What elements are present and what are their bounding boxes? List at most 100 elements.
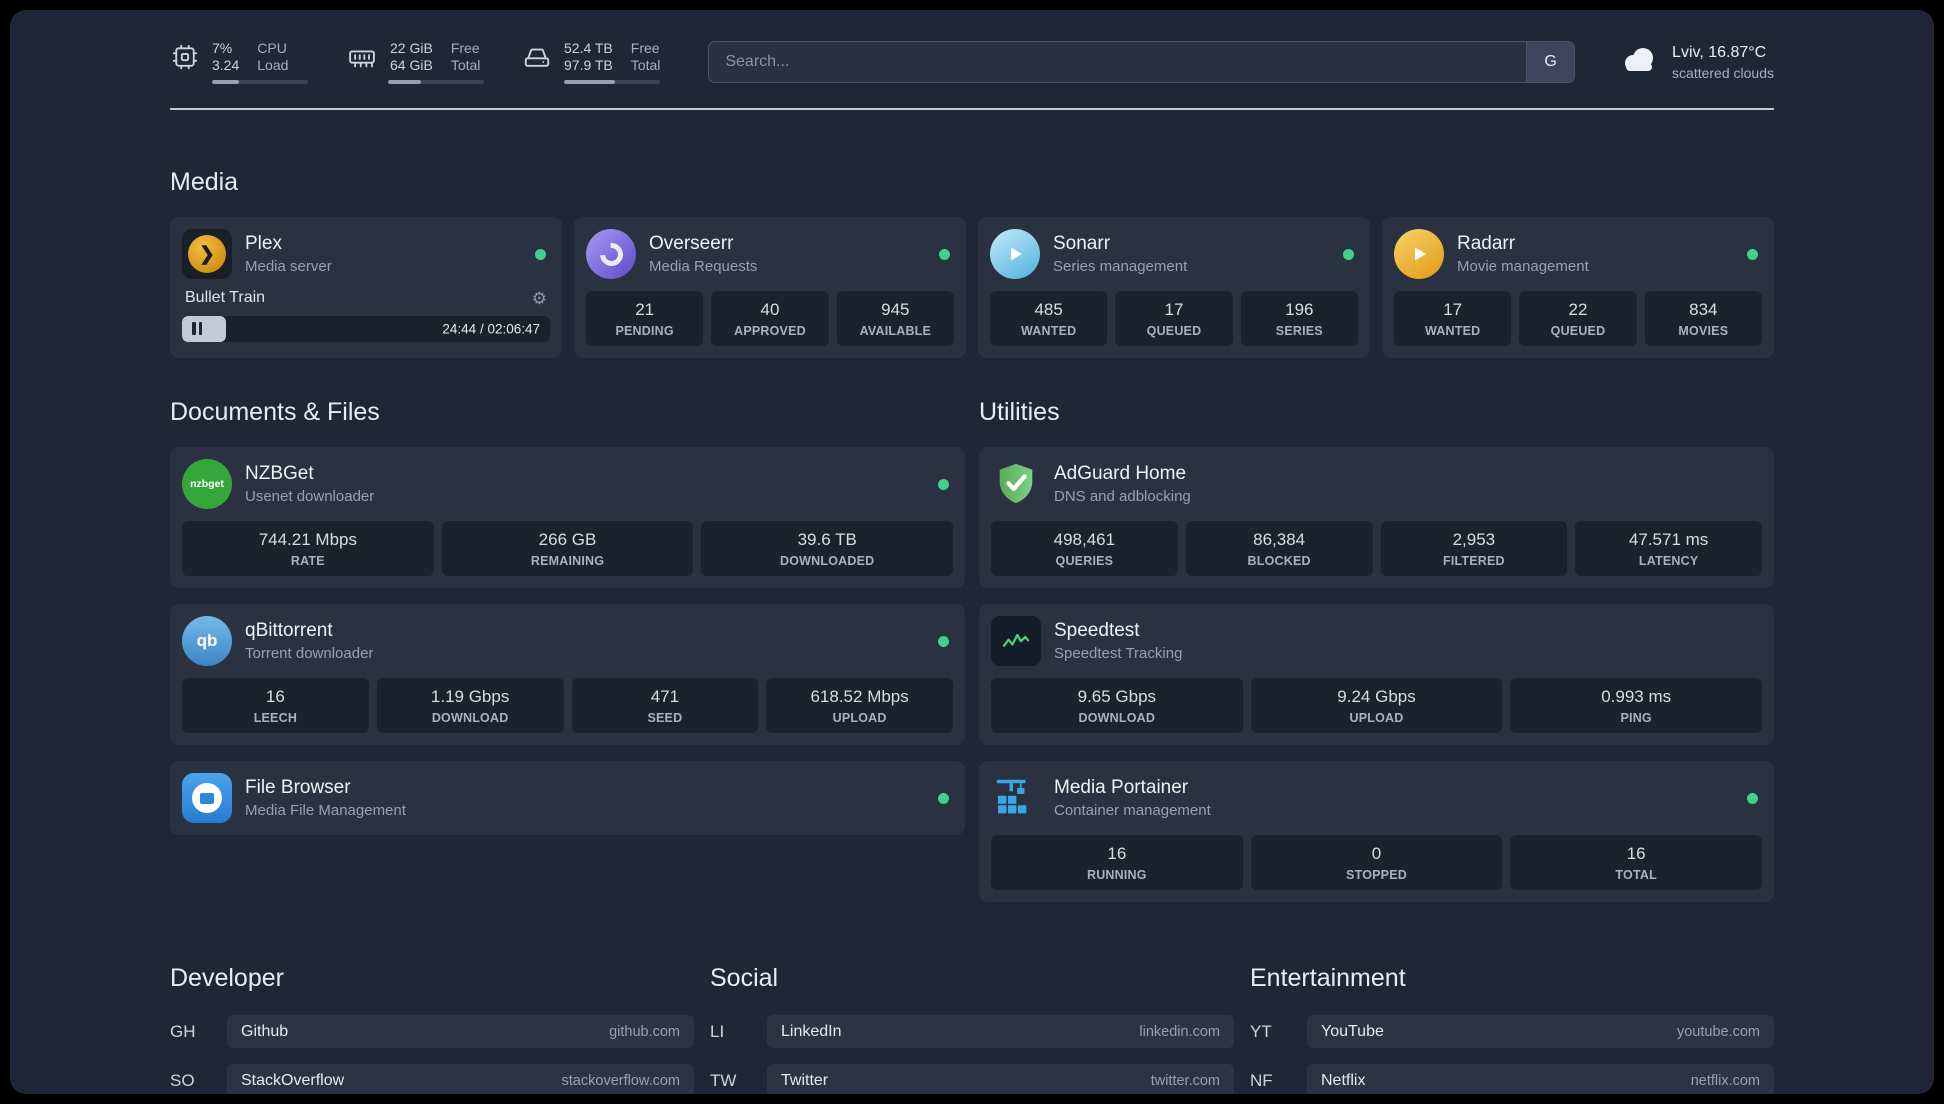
speedtest-card[interactable]: Speedtest Speedtest Tracking 9.65 Gbps D… [979,604,1774,745]
gear-icon[interactable]: ⚙ [531,288,547,308]
adguard-stat-latency: 47.571 ms LATENCY [1575,521,1762,576]
bookmark-netflix[interactable]: Netflix netflix.com [1307,1064,1774,1094]
radarr-icon [1394,229,1444,279]
adguard-stat-blocked: 86,384 BLOCKED [1185,521,1373,576]
bookmark-row: GH Github github.com [170,1015,694,1048]
developer-section-title: Developer [170,964,284,992]
disk-label-1: Free [630,40,660,56]
nzbget-stat-rate: 744.21 Mbps RATE [182,521,434,576]
disk-monitor: 52.4 TB 97.9 TB Free Total [522,40,660,84]
weather-location: Lviv, 16.87°C [1672,43,1767,61]
plex-playback-time: 24:44 / 02:06:47 [442,321,540,337]
qbittorrent-stat-leech: 16 LEECH [182,678,369,733]
memory-label-2: Total [450,57,481,73]
sonarr-stat-queued: 17 QUEUED [1115,291,1233,346]
nzbget-status-dot [938,478,949,490]
filebrowser-icon [182,773,232,823]
weather-condition: scattered clouds [1672,64,1774,81]
sonarr-stat-wanted: 485 WANTED [990,291,1108,346]
speedtest-desc: Speedtest Tracking [1054,645,1183,662]
radarr-stat-movies: 834 MOVIES [1644,291,1762,346]
search-provider-button[interactable]: G [1526,42,1575,82]
bookmark-abbr: YT [1250,1021,1272,1041]
system-monitors: 7% 3.24 CPU Load [170,40,660,84]
bookmark-linkedin[interactable]: LinkedIn linkedin.com [767,1015,1234,1048]
bookmark-row: LI LinkedIn linkedin.com [710,1015,1234,1048]
speedtest-stat-ping: 0.993 ms PING [1510,678,1763,733]
nzbget-stat-downloaded: 39.6 TB DOWNLOADED [701,521,954,576]
portainer-icon [991,773,1041,823]
sonarr-card[interactable]: Sonarr Series management 485 WANTED 17 Q… [978,217,1370,358]
adguard-stat-queries: 498,461 QUERIES [991,521,1178,576]
overseerr-card[interactable]: Overseerr Media Requests 21 PENDING 40 A… [574,217,966,358]
radarr-card[interactable]: Radarr Movie management 17 WANTED 22 QUE… [1382,217,1774,358]
portainer-stat-running: 16 RUNNING [991,835,1243,890]
nzbget-icon: nzbget [182,459,232,509]
speedtest-icon [991,616,1041,666]
overseerr-name: Overseerr [649,233,734,254]
adguard-card[interactable]: AdGuard Home DNS and adblocking 498,461 … [979,447,1774,588]
nzbget-card[interactable]: nzbget NZBGet Usenet downloader 744.21 M… [170,447,965,588]
memory-label-1: Free [450,40,480,56]
nzbget-stat-remaining: 266 GB REMAINING [441,521,694,576]
entertainment-section-title: Entertainment [1250,964,1406,992]
radarr-stat-wanted: 17 WANTED [1394,291,1512,346]
plex-card[interactable]: ❯ Plex Media server Bullet Train ⚙ 24:44… [170,217,562,358]
dashboard-page: 7% 3.24 CPU Load [10,10,1934,1094]
qbittorrent-name: qBittorrent [245,620,333,641]
bookmark-abbr: LI [710,1021,725,1041]
portainer-stat-stopped: 0 STOPPED [1250,835,1503,890]
qbittorrent-card[interactable]: qb qBittorrent Torrent downloader 16 LEE… [170,604,965,745]
memory-progress-fill [388,80,421,84]
portainer-stat-total: 16 TOTAL [1510,835,1763,890]
speedtest-name: Speedtest [1054,620,1140,641]
cpu-icon [170,42,200,72]
nzbget-desc: Usenet downloader [245,488,375,505]
bookmark-github[interactable]: Github github.com [227,1015,694,1048]
plex-progress-fill [182,316,227,342]
speedtest-stat-upload: 9.24 Gbps UPLOAD [1250,678,1503,733]
portainer-status-dot [1747,792,1758,804]
section-utilities: Utilities AdGuard Home DNS and adblockin… [979,358,1774,918]
memory-monitor: 22 GiB 64 GiB Free Total [346,40,484,84]
overseerr-stat-approved: 40 APPROVED [711,291,829,346]
plex-name: Plex [245,233,282,254]
plex-icon: ❯ [182,229,232,279]
portainer-name: Media Portainer [1054,777,1189,798]
bookmark-row: NF Netflix netflix.com [1250,1064,1774,1094]
bookmark-abbr: SO [170,1070,195,1090]
plex-progress-bar[interactable]: 24:44 / 02:06:47 [182,316,550,342]
pause-icon[interactable] [192,322,202,335]
cpu-label-2: Load [257,57,289,73]
bookmark-stackoverflow[interactable]: StackOverflow stackoverflow.com [227,1064,694,1094]
disk-progress-fill [564,80,615,84]
filebrowser-card[interactable]: File Browser Media File Management [170,761,965,835]
bookmark-row: YT YouTube youtube.com [1250,1015,1774,1048]
search-input[interactable] [709,42,1527,82]
radarr-desc: Movie management [1457,258,1589,275]
portainer-desc: Container management [1054,802,1211,819]
overseerr-desc: Media Requests [649,258,758,275]
media-section-title: Media [170,168,239,196]
adguard-icon [991,459,1041,509]
bookmark-youtube[interactable]: YouTube youtube.com [1307,1015,1774,1048]
overseerr-status-dot [939,248,950,260]
radarr-stat-queued: 22 QUEUED [1519,291,1637,346]
sonarr-icon [990,229,1040,279]
nzbget-name: NZBGet [245,463,314,484]
cloud-icon [1619,45,1659,80]
sonarr-stat-series: 196 SERIES [1240,291,1358,346]
overseerr-stat-available: 945 AVAILABLE [836,291,954,346]
memory-icon [346,42,378,72]
memory-total: 64 GiB [390,57,433,73]
bookmark-twitter[interactable]: Twitter twitter.com [767,1064,1234,1094]
cpu-monitor: 7% 3.24 CPU Load [170,40,308,84]
weather-widget: Lviv, 16.87°C scattered clouds [1619,44,1774,81]
bookmark-row: TW Twitter twitter.com [710,1064,1234,1094]
disk-icon [522,42,552,72]
plex-status-dot [535,248,546,260]
qbittorrent-status-dot [938,635,949,647]
cpu-progress-fill [212,80,239,84]
topbar: 7% 3.24 CPU Load [170,40,1774,84]
portainer-card[interactable]: Media Portainer Container management 16 … [979,761,1774,902]
